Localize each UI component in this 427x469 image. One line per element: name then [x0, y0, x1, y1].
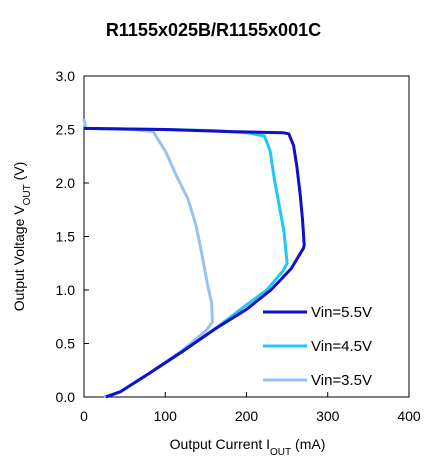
y-tick-label: 2.5: [56, 122, 76, 138]
axis-labels: Output Current IOUT (mA) Output Voltage V…: [11, 162, 325, 458]
series-line: [83, 126, 306, 399]
legend-label: Vin=3.5V: [311, 372, 372, 389]
x-tick-label: 400: [397, 408, 421, 424]
x-tick-label: 300: [316, 408, 340, 424]
legend-label: Vin=5.5V: [311, 304, 372, 321]
series-line: [82, 118, 214, 399]
y-tick-label: 2.0: [56, 175, 76, 191]
y-tick-label: 1.5: [56, 229, 76, 245]
legend-label: Vin=4.5V: [311, 338, 372, 355]
y-tick-label: 3.0: [56, 68, 76, 84]
y-axis-label: Output Voltage VOUT (V): [11, 162, 33, 312]
y-tick-label: 1.0: [56, 282, 76, 298]
x-axis-label: Output Current IOUT (mA): [170, 436, 326, 458]
x-tick-label: 100: [154, 408, 178, 424]
y-tick-label: 0.0: [56, 389, 76, 405]
y-tick-label: 0.5: [56, 336, 76, 352]
axes: 0.0 0.5 1.0 1.5 2.0 2.5 3.0 0 100 200 300 400: [56, 68, 421, 424]
legend: Vin=5.5V Vin=4.5V Vin=3.5V: [263, 304, 372, 389]
chart-title: R1155x025B/R1155x001C: [106, 20, 321, 40]
series-line: [83, 126, 289, 399]
series-layer: [82, 118, 306, 399]
x-tick-label: 0: [80, 408, 88, 424]
x-tick-label: 200: [235, 408, 259, 424]
